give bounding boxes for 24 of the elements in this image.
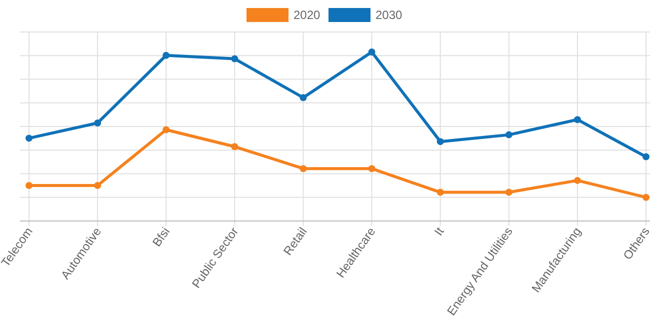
point [574,176,581,184]
point [368,165,376,172]
point [26,182,32,190]
x-tick-label: Bfsi [150,224,173,250]
point [574,116,581,124]
point [26,134,32,142]
legend-label: 2030 [376,8,403,22]
x-tick-label: It [431,224,448,238]
point [300,94,307,102]
point [642,194,650,201]
point [368,48,376,56]
point [642,153,650,160]
legend-label: 2020 [294,8,321,22]
point [94,182,102,190]
point [436,138,444,146]
point [300,165,307,172]
point [94,119,102,126]
point [436,188,444,196]
point [162,126,170,134]
point [162,52,170,59]
point [505,131,512,138]
point [231,55,238,62]
point [231,143,238,150]
point [505,188,512,196]
